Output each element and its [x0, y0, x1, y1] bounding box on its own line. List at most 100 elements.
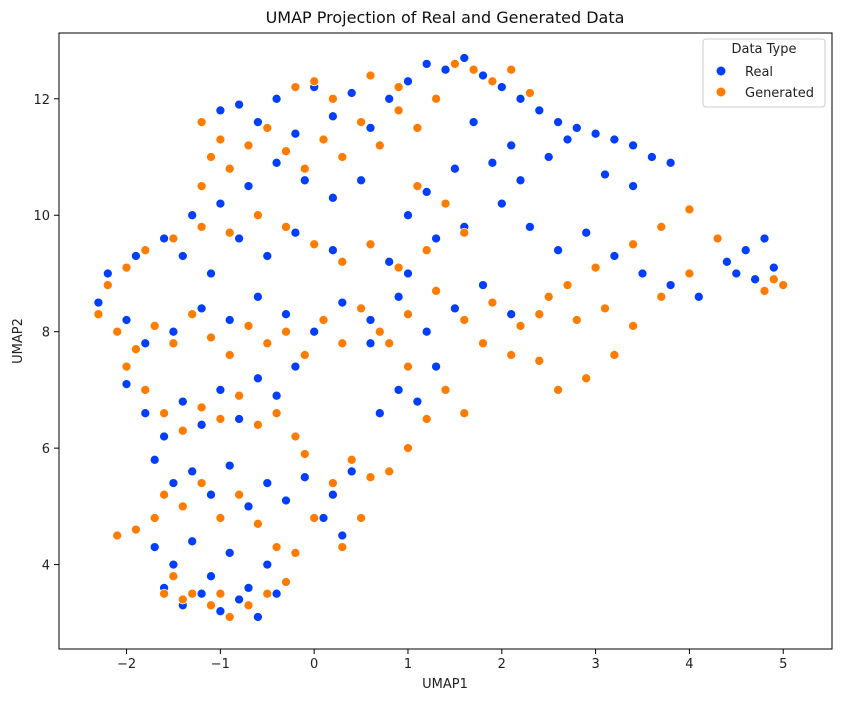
point-real [384, 93, 395, 104]
point-generated [309, 239, 320, 250]
point-generated [581, 373, 592, 384]
legend-marker-generated [716, 87, 726, 97]
point-generated [412, 181, 423, 191]
x-axis-ticks: −2 −1 0 1 2 3 4 5 [117, 649, 787, 672]
point-real [234, 594, 244, 605]
point-generated [440, 385, 451, 395]
point-generated [224, 163, 235, 174]
point-generated [224, 227, 235, 238]
point-real [253, 117, 263, 127]
point-generated [318, 134, 329, 145]
point-generated [196, 117, 207, 127]
point-real [403, 76, 413, 87]
point-real [234, 414, 244, 424]
point-generated [374, 140, 385, 151]
point-generated [393, 262, 404, 273]
point-generated [271, 408, 282, 419]
point-generated [309, 513, 320, 523]
point-generated [468, 64, 479, 75]
point-generated [253, 210, 263, 221]
point-real [206, 268, 216, 279]
point-real [159, 431, 169, 442]
point-generated [356, 513, 366, 523]
point-real [149, 454, 160, 465]
x-tick-label: 2 [498, 657, 506, 672]
point-generated [281, 146, 291, 157]
x-axis-label: UMAP1 [422, 677, 468, 692]
point-generated [403, 309, 413, 320]
point-real [140, 338, 151, 349]
point-real [722, 256, 732, 267]
point-real [553, 117, 563, 127]
point-real [374, 408, 385, 419]
point-real [253, 612, 263, 622]
plot-points [93, 53, 789, 622]
point-generated [149, 321, 160, 331]
point-real [318, 513, 329, 523]
point-generated [609, 350, 620, 360]
point-real [262, 251, 273, 261]
point-generated [215, 513, 226, 523]
point-generated [102, 280, 113, 290]
point-real [187, 210, 198, 221]
point-real [215, 385, 226, 395]
point-generated [159, 588, 169, 599]
point-real [665, 280, 676, 290]
point-real [196, 303, 207, 314]
point-real [553, 245, 563, 256]
point-real [581, 227, 592, 238]
point-generated [628, 321, 638, 331]
point-generated [562, 280, 573, 290]
point-generated [403, 361, 413, 372]
point-real [224, 548, 235, 558]
point-generated [187, 309, 198, 320]
point-generated [262, 123, 273, 133]
point-real [609, 134, 620, 145]
point-real [628, 181, 638, 191]
point-real [187, 466, 198, 477]
point-real [177, 396, 188, 407]
point-generated [196, 222, 207, 232]
point-real [665, 157, 676, 168]
point-generated [412, 123, 423, 133]
point-real [600, 169, 610, 180]
point-generated [121, 361, 132, 372]
point-real [281, 495, 291, 506]
point-generated [515, 321, 526, 331]
point-generated [243, 600, 254, 611]
point-real [328, 192, 338, 203]
point-real [337, 297, 348, 308]
point-real [468, 117, 479, 127]
point-generated [571, 315, 582, 325]
point-generated [299, 350, 310, 360]
x-tick-label: 4 [685, 657, 693, 672]
point-real [515, 93, 526, 104]
x-tick-label: −2 [117, 657, 136, 672]
point-generated [290, 82, 301, 92]
point-generated [196, 478, 207, 488]
point-real [393, 291, 404, 302]
point-generated [168, 233, 179, 244]
point-generated [328, 478, 338, 488]
point-generated [506, 350, 517, 360]
point-real [412, 396, 423, 407]
point-generated [356, 117, 366, 127]
point-generated [768, 274, 779, 285]
point-real [496, 82, 507, 92]
point-generated [140, 385, 151, 395]
point-generated [356, 303, 366, 314]
y-axis-ticks: 4 6 8 10 12 [33, 93, 59, 574]
point-real [271, 390, 282, 401]
point-generated [393, 105, 404, 116]
point-generated [93, 309, 104, 320]
point-real [299, 472, 310, 483]
point-generated [459, 408, 470, 419]
point-generated [309, 76, 320, 87]
y-tick-label: 6 [42, 442, 50, 457]
point-generated [215, 588, 226, 599]
point-real [478, 280, 488, 290]
point-generated [206, 600, 216, 611]
point-real [93, 297, 104, 308]
point-generated [243, 321, 254, 331]
point-real [309, 326, 320, 337]
